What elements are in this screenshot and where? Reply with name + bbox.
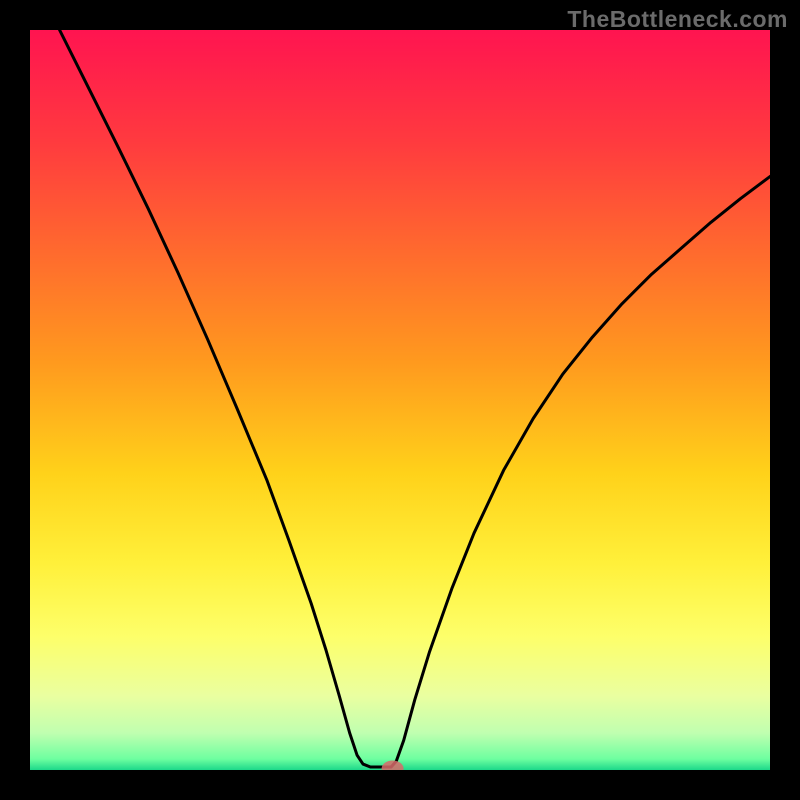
watermark-text: TheBottleneck.com — [567, 6, 788, 33]
gradient-background — [30, 30, 770, 770]
bottleneck-chart — [30, 30, 770, 770]
